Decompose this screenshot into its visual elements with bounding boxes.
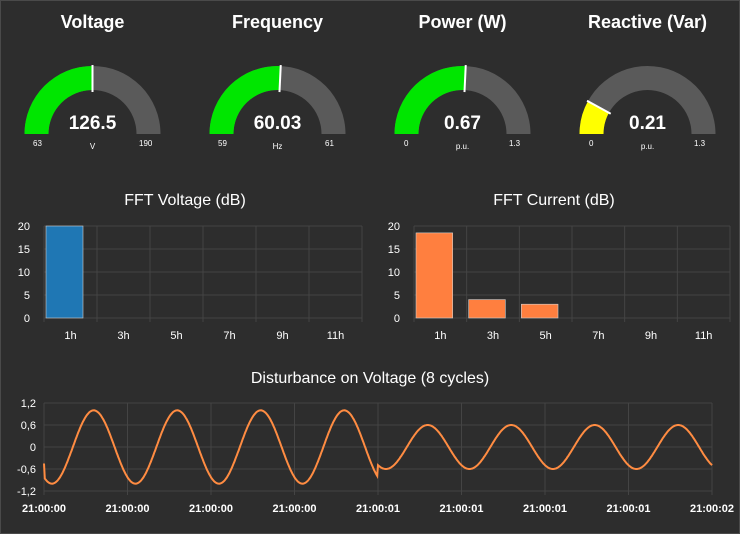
bar xyxy=(468,299,506,319)
x-tick-label: 21:00:01 xyxy=(523,503,567,515)
x-tick-label: 21:00:00 xyxy=(272,503,316,515)
x-tick-label: 9h xyxy=(645,330,657,342)
voltage-gauge: Voltage 126.5 V 63 190 xyxy=(0,0,185,160)
y-tick-label: 15 xyxy=(388,244,400,256)
x-tick-label: 11h xyxy=(695,330,713,342)
reactive-gauge: Reactive (Var) 0.21 p.u. 0 1.3 xyxy=(555,0,740,160)
gauge-value: 0.21 xyxy=(629,113,666,134)
x-tick-label: 21:00:00 xyxy=(22,503,66,515)
x-tick-label: 9h xyxy=(276,330,288,342)
gauge-arc xyxy=(394,65,531,134)
x-tick-label: 3h xyxy=(487,330,499,342)
gauge-fill xyxy=(209,65,281,134)
gauge-min: 0 xyxy=(404,139,409,148)
y-tick-label: 15 xyxy=(18,244,30,256)
gauge-fill xyxy=(394,65,466,134)
gauge-unit: p.u. xyxy=(640,142,655,151)
y-tick-label: 20 xyxy=(388,221,400,233)
bar xyxy=(45,225,84,319)
gauge-value: 60.03 xyxy=(253,113,302,134)
gauge-title: Reactive (Var) xyxy=(587,12,708,32)
gauge-unit: p.u. xyxy=(455,142,470,151)
x-tick-label: 21:00:01 xyxy=(606,503,650,515)
gauge-value: 126.5 xyxy=(68,113,117,134)
x-tick-label: 21:00:01 xyxy=(356,503,400,515)
gauge-arc xyxy=(209,65,346,134)
gauge-needle xyxy=(463,65,467,93)
gauge-needle xyxy=(586,99,612,115)
x-tick-label: 21:00:01 xyxy=(439,503,483,515)
x-tick-label: 21:00:00 xyxy=(105,503,149,515)
bar xyxy=(415,232,453,319)
voltage-waveform xyxy=(43,409,713,485)
gauge-unit: Hz xyxy=(272,142,283,151)
y-tick-label: 0 xyxy=(24,313,30,325)
gauge-min: 0 xyxy=(589,139,594,148)
y-tick-label: 5 xyxy=(394,290,400,302)
gauge-min: 59 xyxy=(218,139,227,148)
gauge-title: Voltage xyxy=(60,12,125,32)
gauge-max: 1.3 xyxy=(694,139,706,148)
y-tick-label: 0,6 xyxy=(21,420,36,432)
gauge-track xyxy=(579,66,716,134)
y-tick-label: 10 xyxy=(388,267,400,279)
x-tick-label: 5h xyxy=(540,330,552,342)
fft-voltage-chart: 20 15 10 5 0 1h 3h 5h 7h 9h 11h xyxy=(18,221,363,342)
x-tick-label: 21:00:02 xyxy=(690,503,734,515)
gauge-min: 63 xyxy=(33,139,42,148)
bar xyxy=(521,303,559,319)
x-tick-label: 11h xyxy=(327,330,345,342)
y-tick-label: -1,2 xyxy=(17,486,36,498)
gauge-title: Frequency xyxy=(231,12,324,32)
x-tick-label: 7h xyxy=(223,330,235,342)
gauge-arc xyxy=(24,65,161,134)
x-tick-label: 1h xyxy=(64,330,76,342)
x-tick-label: 7h xyxy=(592,330,604,342)
x-tick-label: 5h xyxy=(170,330,182,342)
gauge-max: 61 xyxy=(325,139,334,148)
gauge-arc xyxy=(579,66,716,134)
y-tick-label: 0 xyxy=(30,442,36,454)
gauge-title: Power (W) xyxy=(418,12,507,32)
frequency-gauge: Frequency 60.03 Hz 59 61 xyxy=(185,0,370,160)
gauge-max: 1.3 xyxy=(509,139,521,148)
disturbance-chart: 1,2 0,6 0 -0,6 -1,2 21:00:00 21:00:00 21:00:00 2… xyxy=(17,398,734,515)
y-tick-label: 0 xyxy=(394,313,400,325)
y-tick-label: -0,6 xyxy=(17,464,36,476)
fft-voltage-title: FFT Voltage (dB) xyxy=(124,192,246,209)
y-tick-label: 10 xyxy=(18,267,30,279)
fft-current-chart: 20 15 10 5 0 1h 3h 5h 7h 9h 11h xyxy=(388,221,731,342)
gauge-max: 190 xyxy=(139,139,153,148)
gauge-needle xyxy=(278,65,282,93)
x-tick-label: 1h xyxy=(434,330,446,342)
y-tick-label: 5 xyxy=(24,290,30,302)
x-tick-label: 3h xyxy=(117,330,129,342)
gauge-value: 0.67 xyxy=(444,113,481,134)
gauge-fill xyxy=(24,66,93,134)
gauge-unit: V xyxy=(89,142,96,151)
power-gauge: Power (W) 0.67 p.u. 0 1.3 xyxy=(370,0,555,160)
y-tick-label: 20 xyxy=(18,221,30,233)
x-tick-label: 21:00:00 xyxy=(189,503,233,515)
y-tick-label: 1,2 xyxy=(21,398,36,410)
fft-current-title: FFT Current (dB) xyxy=(493,192,615,209)
disturbance-title: Disturbance on Voltage (8 cycles) xyxy=(250,370,490,387)
